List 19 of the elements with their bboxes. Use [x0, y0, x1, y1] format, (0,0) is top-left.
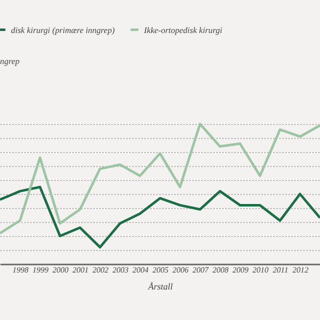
x-tick-label: 2002: [92, 266, 108, 274]
x-tick-label: 2000: [52, 266, 68, 274]
x-tick-label: 2010: [252, 266, 268, 274]
x-tick-label: 2005: [152, 266, 168, 274]
x-tick-label: 2004: [132, 266, 148, 274]
x-tick-label: 2008: [212, 266, 228, 274]
x-tick-label: 2012: [292, 266, 308, 274]
text: ngrep: [0, 56, 20, 66]
legend-label: disk kirurgi (primære inngrep): [11, 24, 115, 35]
x-tick-label: 2006: [172, 266, 188, 274]
x-tick-label: 1998: [12, 266, 28, 274]
x-tick-label: 2009: [232, 266, 248, 274]
x-tick-label: 2007: [192, 266, 210, 274]
x-tick-label: 2011: [272, 266, 288, 274]
x-tick-label: 2003: [112, 266, 128, 274]
x-tick-label: 1999: [32, 266, 48, 274]
x-tick-label: 2001: [72, 266, 88, 274]
legend-label: Ikke-ortopedisk kirurgi: [143, 24, 223, 35]
x-axis-title: Årstall: [147, 282, 174, 292]
